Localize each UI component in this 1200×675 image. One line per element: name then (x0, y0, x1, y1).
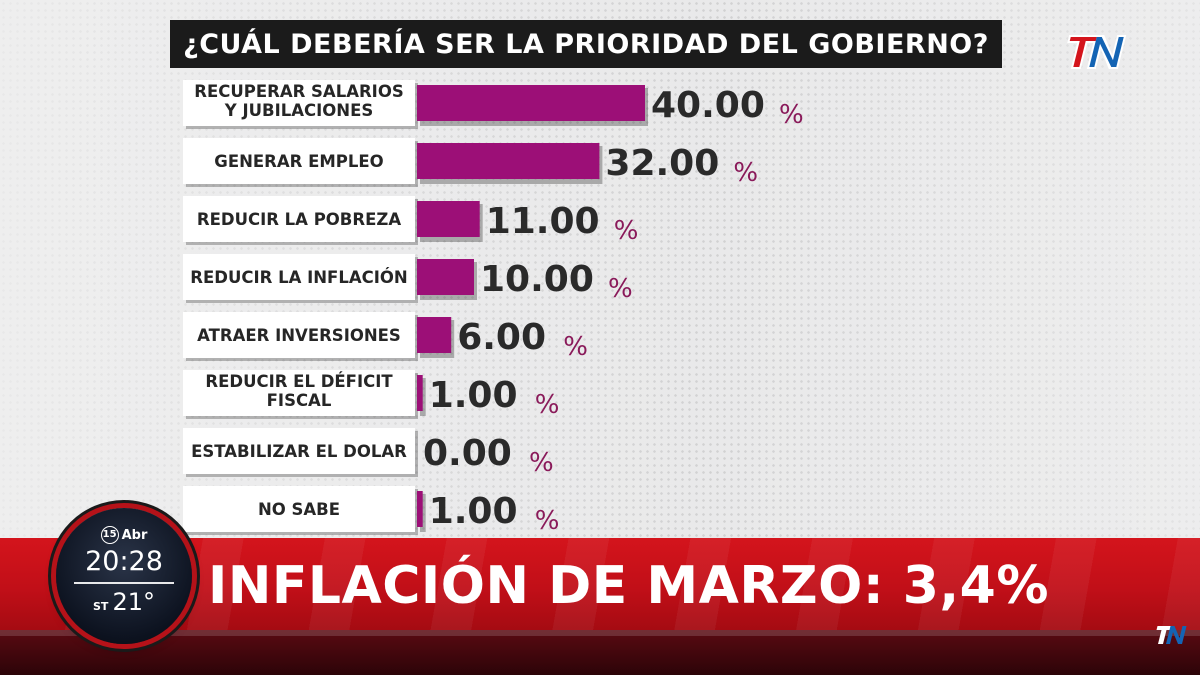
category-label-box (183, 138, 415, 184)
clock-divider (74, 582, 174, 584)
data-label: 10.00 (480, 259, 594, 300)
data-label-unit: % (529, 448, 554, 478)
data-label: 40.00 (651, 85, 765, 126)
bar (417, 259, 474, 295)
calendar-day: 15 (100, 526, 119, 544)
clock-date: 15 Abr (56, 526, 192, 544)
category-label-box (183, 196, 415, 242)
data-label: 1.00 (429, 491, 518, 532)
ticker-stripes (0, 538, 1200, 630)
data-label: 11.00 (486, 201, 600, 242)
bar-shadow (420, 494, 426, 532)
bottom-band-highlight (0, 630, 1200, 636)
category-label: GENERAR EMPLEO (214, 152, 383, 171)
clock-time: 20:28 (85, 546, 163, 577)
data-label-unit: % (535, 506, 560, 536)
data-label-unit: % (608, 274, 633, 304)
bar (417, 317, 452, 353)
category-label: REDUCIR LA INFLACIÓN (190, 268, 407, 287)
temperature: ST 21° (56, 588, 192, 616)
data-label-unit: % (535, 390, 560, 420)
category-label-box (183, 370, 415, 416)
bar (417, 143, 600, 179)
category-label: FISCAL (267, 391, 332, 410)
calendar-month: Abr (121, 527, 148, 543)
data-label-unit: % (733, 158, 758, 188)
data-label: 0.00 (423, 433, 512, 474)
data-label-unit: % (779, 100, 804, 130)
temperature-label: ST (93, 600, 109, 613)
category-label: ESTABILIZAR EL DOLAR (191, 442, 407, 461)
clock-widget: 15 Abr 20:28 ST 21° (56, 508, 192, 644)
bar (417, 375, 423, 411)
category-label: NO SABE (258, 500, 340, 519)
bottom-band (0, 630, 1200, 675)
tn-logo (1067, 35, 1127, 69)
category-label: Y JUBILACIONES (224, 101, 373, 120)
data-label-unit: % (563, 332, 588, 362)
headline-text: INFLACIÓN DE MARZO: 3,4% (208, 556, 1049, 616)
data-label: 1.00 (429, 375, 518, 416)
category-label: REDUCIR LA POBREZA (197, 210, 401, 229)
data-label-unit: % (614, 216, 639, 246)
bar (417, 85, 645, 121)
bar-shadow (420, 378, 426, 416)
category-label: RECUPERAR SALARIOS (194, 82, 403, 101)
category-label-box (183, 312, 415, 358)
category-label-box (183, 254, 415, 300)
headline-ticker (0, 538, 1200, 630)
temperature-value: 21° (112, 588, 155, 616)
data-label: 6.00 (457, 317, 546, 358)
category-label-box (183, 80, 415, 126)
tn-small-logo (1156, 626, 1187, 644)
category-label: REDUCIR EL DÉFICIT (205, 372, 393, 391)
chart-title: ¿CUÁL DEBERÍA SER LA PRIORIDAD DEL GOBIE… (170, 20, 1002, 68)
category-label-box (183, 486, 415, 532)
bar (417, 491, 423, 527)
data-label: 32.00 (605, 143, 719, 184)
bar (417, 201, 480, 237)
category-label-box (183, 428, 415, 474)
category-label: ATRAER INVERSIONES (197, 326, 401, 345)
